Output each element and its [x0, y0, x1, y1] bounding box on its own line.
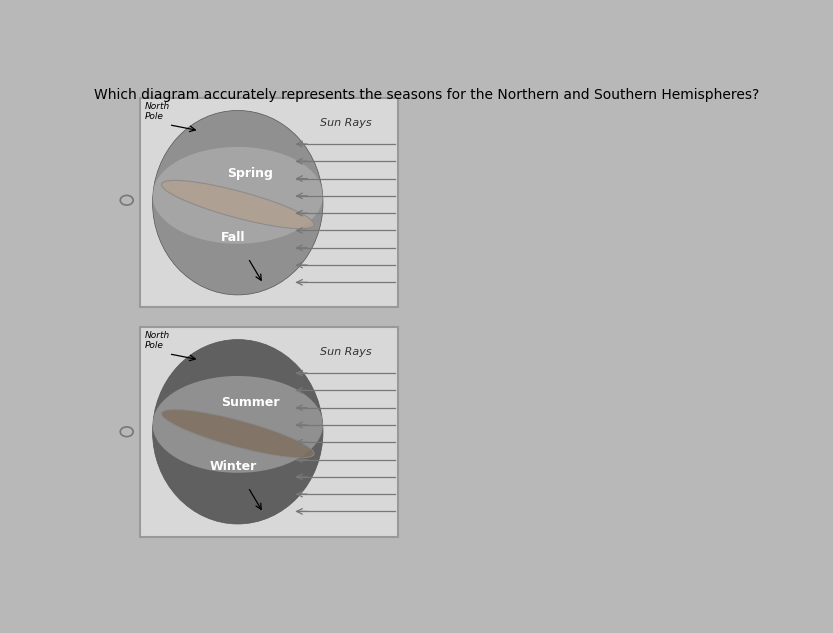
Text: Sun Rays: Sun Rays: [320, 347, 372, 357]
Text: Summer: Summer: [222, 396, 280, 409]
Ellipse shape: [162, 410, 314, 458]
Text: Spring: Spring: [227, 166, 273, 180]
Text: North
Pole: North Pole: [145, 331, 170, 350]
Text: Which diagram accurately represents the seasons for the Northern and Southern He: Which diagram accurately represents the …: [94, 88, 760, 102]
Text: Fall: Fall: [222, 231, 246, 244]
Bar: [140, 98, 398, 308]
Text: Sun Rays: Sun Rays: [320, 118, 372, 128]
Ellipse shape: [152, 376, 323, 473]
Text: North
Pole: North Pole: [145, 102, 170, 121]
Text: Winter: Winter: [210, 460, 257, 473]
Ellipse shape: [152, 111, 323, 295]
Ellipse shape: [152, 339, 323, 524]
Ellipse shape: [162, 180, 314, 229]
Ellipse shape: [152, 147, 323, 244]
Bar: [140, 327, 398, 537]
